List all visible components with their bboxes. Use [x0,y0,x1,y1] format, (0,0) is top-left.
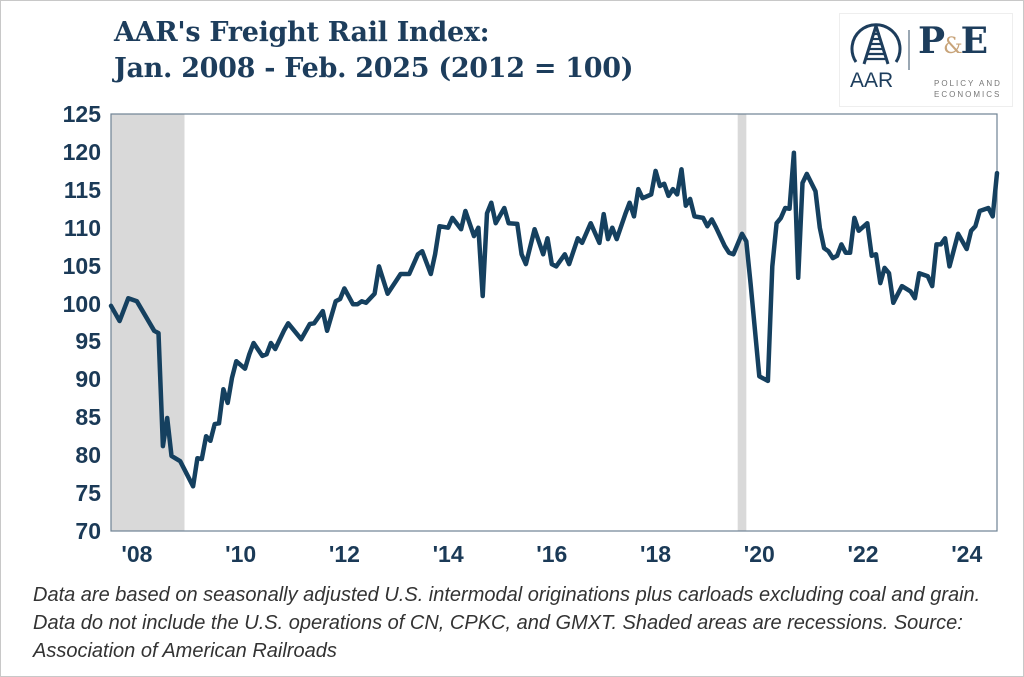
pe-sub-line1: POLICY AND [934,79,1002,88]
x-tick-label: '20 [743,541,775,567]
pe-logo-subtitle: POLICY AND ECONOMICS [934,78,1002,100]
x-tick-label: '10 [225,541,257,567]
pe-logo-text: P&E [918,20,988,62]
chart-title: AAR's Freight Rail Index: [114,17,490,48]
y-tick-label: 80 [75,442,101,469]
y-tick-label: 85 [75,404,101,431]
x-tick-label: '08 [121,541,153,567]
pe-sub-line2: ECONOMICS [934,90,1002,99]
x-tick-label: '18 [640,541,672,567]
y-tick-label: 75 [75,480,101,507]
y-tick-label: 95 [75,328,101,355]
y-tick-label: 120 [62,138,101,165]
chart-subtitle: Jan. 2008 - Feb. 2025 (2012 = 100) [114,53,634,84]
logo-divider [908,30,910,70]
pe-e: E [960,20,988,62]
x-tick-label: '14 [432,541,464,567]
chart-footnote: Data are based on seasonally adjusted U.… [33,584,981,662]
x-tick-label: '16 [536,541,568,567]
x-tick-label: '24 [951,541,983,567]
chart-title-block: AAR's Freight Rail Index: Jan. 2008 - Fe… [114,15,634,87]
y-tick-label: 110 [63,214,101,241]
y-tick-label: 105 [62,252,101,279]
pe-amp: & [943,34,963,59]
recession-shading [737,114,747,531]
pe-p: P [918,20,945,62]
plot-border [110,113,998,532]
y-tick-label: 100 [62,290,101,317]
y-tick-label: 125 [62,101,101,127]
x-tick-label: '12 [328,541,360,567]
x-tick-label: '22 [847,541,879,567]
y-tick-label: 115 [63,176,101,203]
freight-index-line [108,150,1000,489]
aar-pe-logo: AAR P&E POLICY AND ECONOMICS [839,13,1013,107]
y-tick-label: 90 [75,366,101,393]
aar-logo-text: AAR [850,69,894,92]
y-tick-label: 70 [75,518,101,544]
aar-rail-emblem-icon [850,23,902,65]
